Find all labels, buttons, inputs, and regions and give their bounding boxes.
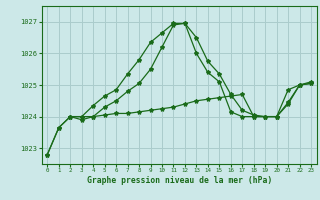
X-axis label: Graphe pression niveau de la mer (hPa): Graphe pression niveau de la mer (hPa) [87,176,272,185]
